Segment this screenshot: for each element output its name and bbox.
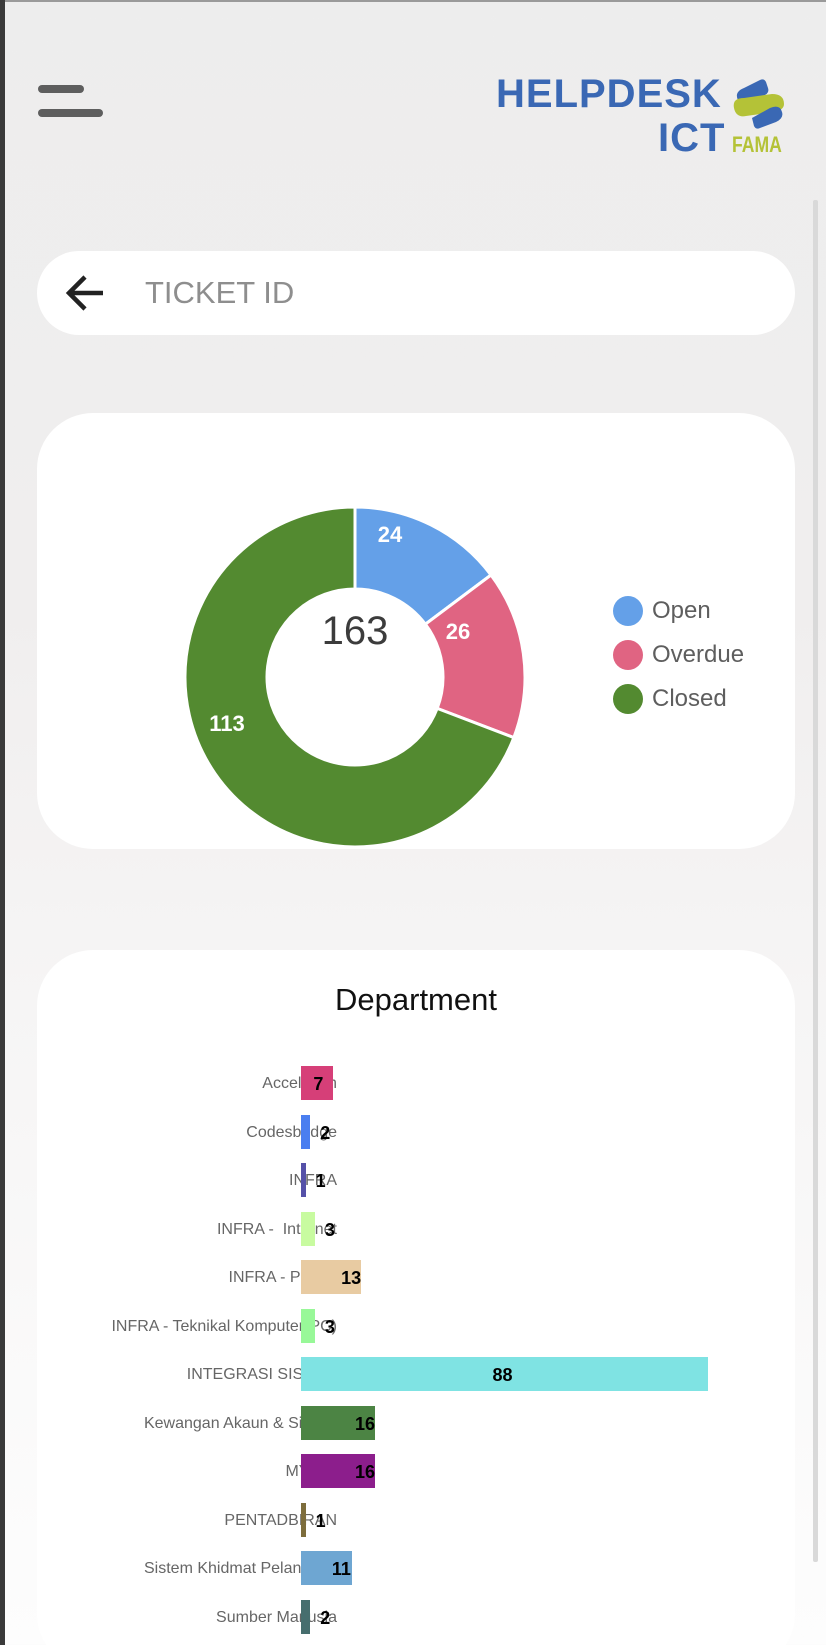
bar-row[interactable]: INFRA - Printer 13 (37, 1260, 795, 1296)
bar-rect[interactable] (301, 1163, 306, 1197)
bar-row[interactable]: Sumber Manusia 2 (37, 1599, 795, 1636)
arrow-left-icon (65, 275, 103, 311)
bar-value-label: 3 (324, 1219, 335, 1240)
bar-row[interactable]: Kewangan Akaun & Sistem 16 (37, 1405, 795, 1442)
window-left-border (0, 0, 5, 1645)
logo-text-ict: ICT (658, 116, 726, 160)
legend-label: Open (652, 597, 711, 624)
bar-value-label: 2 (320, 1122, 331, 1143)
slice-label-overdue: 26 (445, 619, 471, 644)
bar-row[interactable]: INFRA - Internet 3 (37, 1211, 795, 1248)
bar-category-label: INFRA (289, 1172, 337, 1189)
bar-value-label: 16 (355, 1413, 376, 1434)
legend-dot-icon (613, 596, 643, 626)
hamburger-icon-line (38, 109, 103, 117)
bar-value-label: 88 (492, 1365, 513, 1385)
bar-row[interactable]: MYMIT16 (37, 1454, 795, 1490)
slice-label-closed: 113 (209, 711, 245, 736)
bar-rect[interactable] (301, 1066, 334, 1100)
bar-row[interactable]: Codesbridge 2 (37, 1114, 795, 1151)
legend-label: Closed (652, 685, 727, 712)
bar-value-label: 2 (320, 1607, 331, 1628)
bar-category-label: PENTADBIRAN (224, 1511, 337, 1529)
ticket-status-card: 163 24 26 113 Open Overdue Closed (37, 413, 795, 849)
department-chart-title: Department (335, 982, 497, 1017)
bar-rect[interactable] (301, 1599, 311, 1634)
legend-label: Overdue (652, 641, 745, 668)
bar-rect[interactable] (301, 1211, 315, 1246)
helpdesk-ict-logo: HELPDESK ICT FAMA (494, 72, 788, 162)
hamburger-menu-button[interactable] (38, 83, 104, 119)
fama-logo-icon (733, 79, 784, 129)
logo-text-helpdesk: HELPDESK (496, 72, 722, 116)
bar-rect[interactable] (301, 1114, 311, 1149)
legend-item-open[interactable]: Open (613, 589, 744, 633)
slice-label-open: 24 (377, 522, 403, 547)
bar-category-label: Codesbridge (246, 1123, 337, 1141)
bar-value-label: 3 (324, 1316, 335, 1337)
donut-slice-closed[interactable] (183, 505, 516, 849)
bar-row[interactable]: INFRA 1 (37, 1163, 795, 1199)
bar-value-label: 7 (313, 1074, 324, 1094)
bar-category-label: INFRA - Internet (216, 1220, 337, 1238)
legend-item-closed[interactable]: Closed (613, 677, 744, 721)
logo-text-fama: FAMA (732, 132, 782, 157)
bar-rect[interactable] (301, 1454, 375, 1488)
donut-legend: Open Overdue Closed (613, 589, 744, 721)
bar-category-label: Sumber Manusia (216, 1608, 337, 1626)
ticket-id-input[interactable] (145, 265, 745, 321)
bar-row[interactable]: INFRA - Teknikal Komputer(PC) 3 (37, 1308, 795, 1345)
bar-value-label: 16 (355, 1462, 376, 1482)
bar-rect[interactable] (301, 1502, 306, 1537)
department-chart-card: Department Accelteam 7 Codesbridge 2 INFRA 1 I… (37, 950, 795, 1645)
bar-rect[interactable] (301, 1357, 708, 1391)
legend-item-overdue[interactable]: Overdue (613, 633, 744, 677)
bar-value-label: 1 (315, 1510, 326, 1531)
ticket-search-bar (37, 251, 795, 335)
bar-value-label: 13 (341, 1268, 362, 1288)
bar-rect[interactable] (301, 1308, 315, 1343)
scrollbar[interactable] (813, 200, 818, 1562)
bar-row[interactable]: PENTADBIRAN 1 (37, 1502, 795, 1539)
legend-dot-icon (613, 684, 643, 714)
window-top-border (0, 0, 826, 2)
bar-rect[interactable] (301, 1551, 352, 1585)
hamburger-icon (38, 85, 84, 93)
legend-dot-icon (613, 640, 643, 670)
bar-value-label: 11 (331, 1559, 351, 1579)
bar-row[interactable]: INTEGRASI SISTEM 88 (37, 1357, 795, 1393)
bar-row[interactable]: Sistem Khidmat Pelanggan 11 (37, 1551, 795, 1587)
donut-total-count: 163 (321, 609, 389, 653)
bar-rect[interactable] (301, 1260, 362, 1294)
back-button[interactable] (63, 271, 107, 315)
bar-value-label: 1 (315, 1171, 326, 1191)
bar-row[interactable]: Accelteam 7 (37, 1066, 795, 1102)
bar-rect[interactable] (301, 1405, 375, 1440)
ticket-status-donut-chart (183, 505, 527, 849)
